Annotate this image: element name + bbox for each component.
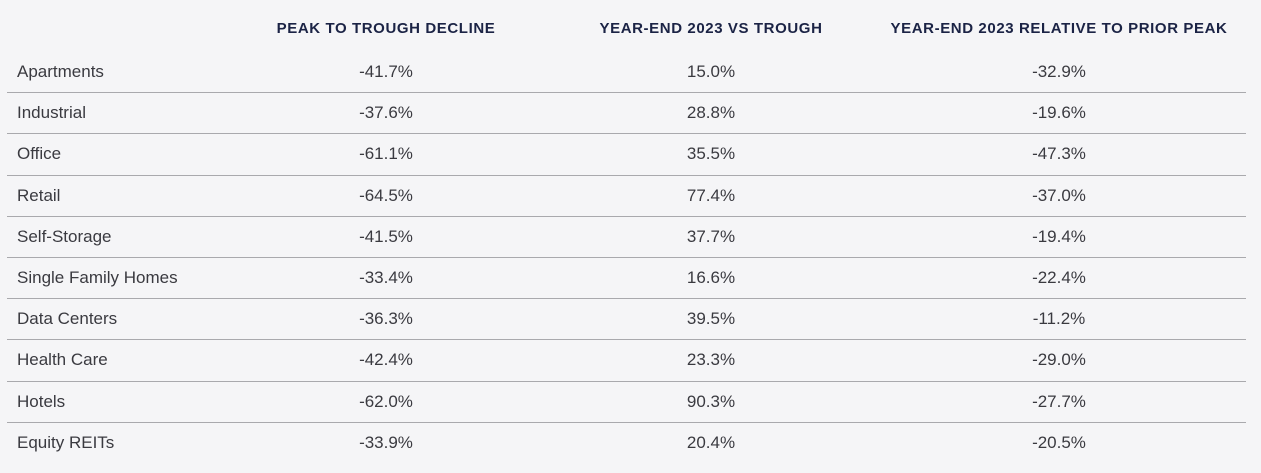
- table-cell: -27.7%: [1032, 391, 1086, 411]
- table-row: Office -61.1% 35.5% -47.3%: [7, 134, 1246, 176]
- table-row: Equity REITs -33.9% 20.4% -20.5%: [7, 423, 1246, 464]
- table-cell: 16.6%: [686, 268, 736, 288]
- table-cell: -32.9%: [1032, 62, 1086, 82]
- row-label: Health Care: [17, 350, 108, 370]
- table-header: PEAK TO TROUGH DECLINE YEAR-END 2023 VS …: [7, 0, 1246, 52]
- table-cell: -33.9%: [359, 433, 413, 453]
- column-header-vs-trough: YEAR-END 2023 VS TROUGH: [599, 20, 823, 37]
- table-cell: 15.0%: [686, 62, 736, 82]
- table-cell: -64.5%: [359, 185, 413, 205]
- table-cell: -19.4%: [1032, 226, 1086, 246]
- table-cell: 20.4%: [686, 433, 736, 453]
- table-cell: 28.8%: [686, 103, 736, 123]
- table-row: Health Care -42.4% 23.3% -29.0%: [7, 340, 1246, 382]
- row-label: Office: [17, 144, 62, 164]
- table-row: Retail -64.5% 77.4% -37.0%: [7, 176, 1246, 217]
- row-label: Hotels: [17, 391, 66, 411]
- table-cell: -22.4%: [1032, 268, 1086, 288]
- table-cell: -11.2%: [1032, 309, 1086, 329]
- table-cell: 39.5%: [686, 309, 736, 329]
- table-cell: 35.5%: [686, 144, 736, 164]
- table-cell: -36.3%: [359, 309, 413, 329]
- table-row: Data Centers -36.3% 39.5% -11.2%: [7, 299, 1246, 341]
- table-cell: 90.3%: [686, 391, 736, 411]
- table-cell: -47.3%: [1032, 144, 1086, 164]
- row-label: Apartments: [17, 62, 104, 82]
- row-label: Retail: [17, 185, 61, 205]
- table-cell: -41.5%: [359, 226, 413, 246]
- row-label: Equity REITs: [17, 433, 115, 453]
- table-cell: -42.4%: [359, 350, 413, 370]
- table-cell: 37.7%: [686, 226, 736, 246]
- table-cell: 23.3%: [686, 350, 736, 370]
- table-row: Apartments -41.7% 15.0% -32.9%: [7, 52, 1246, 94]
- column-header-peak-to-trough: PEAK TO TROUGH DECLINE: [276, 20, 496, 37]
- table-cell: -41.7%: [359, 62, 413, 82]
- table-cell: -37.0%: [1032, 185, 1086, 205]
- table-row: Single Family Homes -33.4% 16.6% -22.4%: [7, 258, 1246, 300]
- table-body: Apartments -41.7% 15.0% -32.9% Industrial -37…: [7, 52, 1246, 464]
- table-cell: -20.5%: [1032, 433, 1086, 453]
- table-cell: -19.6%: [1032, 103, 1086, 123]
- table-cell: -37.6%: [359, 103, 413, 123]
- row-label: Industrial: [17, 103, 86, 123]
- table-cell: 77.4%: [686, 185, 736, 205]
- data-table: PEAK TO TROUGH DECLINE YEAR-END 2023 VS …: [7, 0, 1246, 464]
- table-row: Industrial -37.6% 28.8% -19.6%: [7, 93, 1246, 135]
- table-cell: -61.1%: [359, 144, 413, 164]
- table-row: Hotels -62.0% 90.3% -27.7%: [7, 382, 1246, 423]
- row-label: Data Centers: [17, 309, 118, 329]
- table-cell: -62.0%: [359, 391, 413, 411]
- table-row: Self-Storage -41.5% 37.7% -19.4%: [7, 217, 1246, 258]
- row-label: Self-Storage: [17, 226, 112, 246]
- table-cell: -29.0%: [1032, 350, 1086, 370]
- table-cell: -33.4%: [359, 268, 413, 288]
- row-label: Single Family Homes: [17, 268, 178, 288]
- column-header-relative-to-peak: YEAR-END 2023 RELATIVE TO PRIOR PEAK: [890, 20, 1228, 37]
